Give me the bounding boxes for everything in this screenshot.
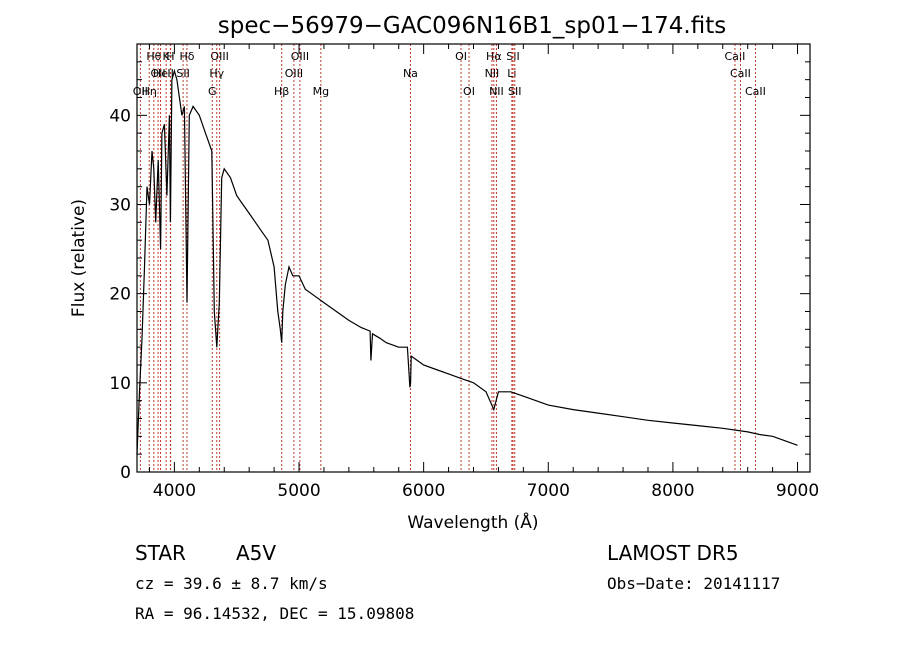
chart-title: spec−56979−GAC096N16B1_sp01−174.fits <box>218 13 726 39</box>
spectral-line-label-22: NII <box>489 85 504 98</box>
x-axis: 4000 5000 6000 7000 8000 9000 <box>148 44 819 501</box>
x-tick-label-5: 9000 <box>776 481 819 501</box>
spectral-line-label-5: K <box>163 50 171 63</box>
observation-date: Obs−Date: 20141117 <box>607 574 780 593</box>
spectral-line-label-10: Hγ <box>209 67 224 80</box>
spectral-line-label-25: SII <box>508 85 521 98</box>
survey-name: LAMOST DR5 <box>607 541 739 565</box>
spectral-line-label-7: II <box>167 67 174 80</box>
spectral-line-label-14: OIII <box>291 50 309 63</box>
x-tick-label-0: 4000 <box>153 481 196 501</box>
y-tick-label-0: 0 <box>120 463 131 483</box>
spectral-line-label-0: Hθ <box>146 50 161 63</box>
spectral-line-label-26: CaII <box>725 50 746 63</box>
coordinates-ra-dec: RA = 96.14532, DEC = 15.09808 <box>135 604 414 623</box>
object-subclass: A5V <box>236 541 276 565</box>
spectral-line-markers: HθOIIOIIHeHηKHIIHδSIIHγOIIIGHβOIIIOIIIMg… <box>133 44 766 472</box>
spectral-line-label-24: Li <box>507 67 516 80</box>
y-axis: 0 10 20 30 40 <box>109 61 810 483</box>
x-tick-label-3: 7000 <box>527 481 570 501</box>
redshift-cz: cz = 39.6 ± 8.7 km/s <box>135 574 328 593</box>
spectral-line-label-23: SII <box>506 50 519 63</box>
x-tick-label-1: 5000 <box>277 481 320 501</box>
spectral-line-label-9: SII <box>176 67 189 80</box>
spectral-line-label-28: CaII <box>745 85 766 98</box>
spectrum-series-line <box>136 68 798 455</box>
spectral-line-label-19: OI <box>463 85 475 98</box>
spectral-line-label-1: OII <box>150 67 165 80</box>
y-tick-label-1: 10 <box>109 374 131 394</box>
spectral-line-label-21: NII <box>485 67 500 80</box>
x-axis-label: Wavelength (Å) <box>407 511 538 533</box>
y-tick-label-2: 20 <box>109 285 131 305</box>
spectral-line-label-17: Na <box>403 67 418 80</box>
object-class: STAR <box>135 541 186 565</box>
spectral-line-label-13: Hβ <box>274 85 289 98</box>
x-tick-label-2: 6000 <box>402 481 445 501</box>
spectral-line-label-11: OIII <box>210 50 228 63</box>
plot-frame <box>136 43 811 473</box>
spectral-line-label-3: He <box>153 67 168 80</box>
spectral-line-label-12: G <box>208 85 217 98</box>
spectral-line-label-27: CaII <box>730 67 751 80</box>
spectral-line-label-18: OI <box>455 50 467 63</box>
y-tick-label-3: 30 <box>109 196 131 216</box>
spectral-line-label-8: Hδ <box>179 50 194 63</box>
spectral-line-label-15: OIII <box>285 67 303 80</box>
y-axis-label: Flux (relative) <box>69 199 89 317</box>
x-tick-label-4: 8000 <box>651 481 694 501</box>
spectral-line-label-16: Mg <box>313 85 329 98</box>
spectral-line-label-20: Hα <box>486 50 502 63</box>
y-tick-label-4: 40 <box>109 106 131 126</box>
spectral-line-label-4: Hη <box>142 85 157 98</box>
